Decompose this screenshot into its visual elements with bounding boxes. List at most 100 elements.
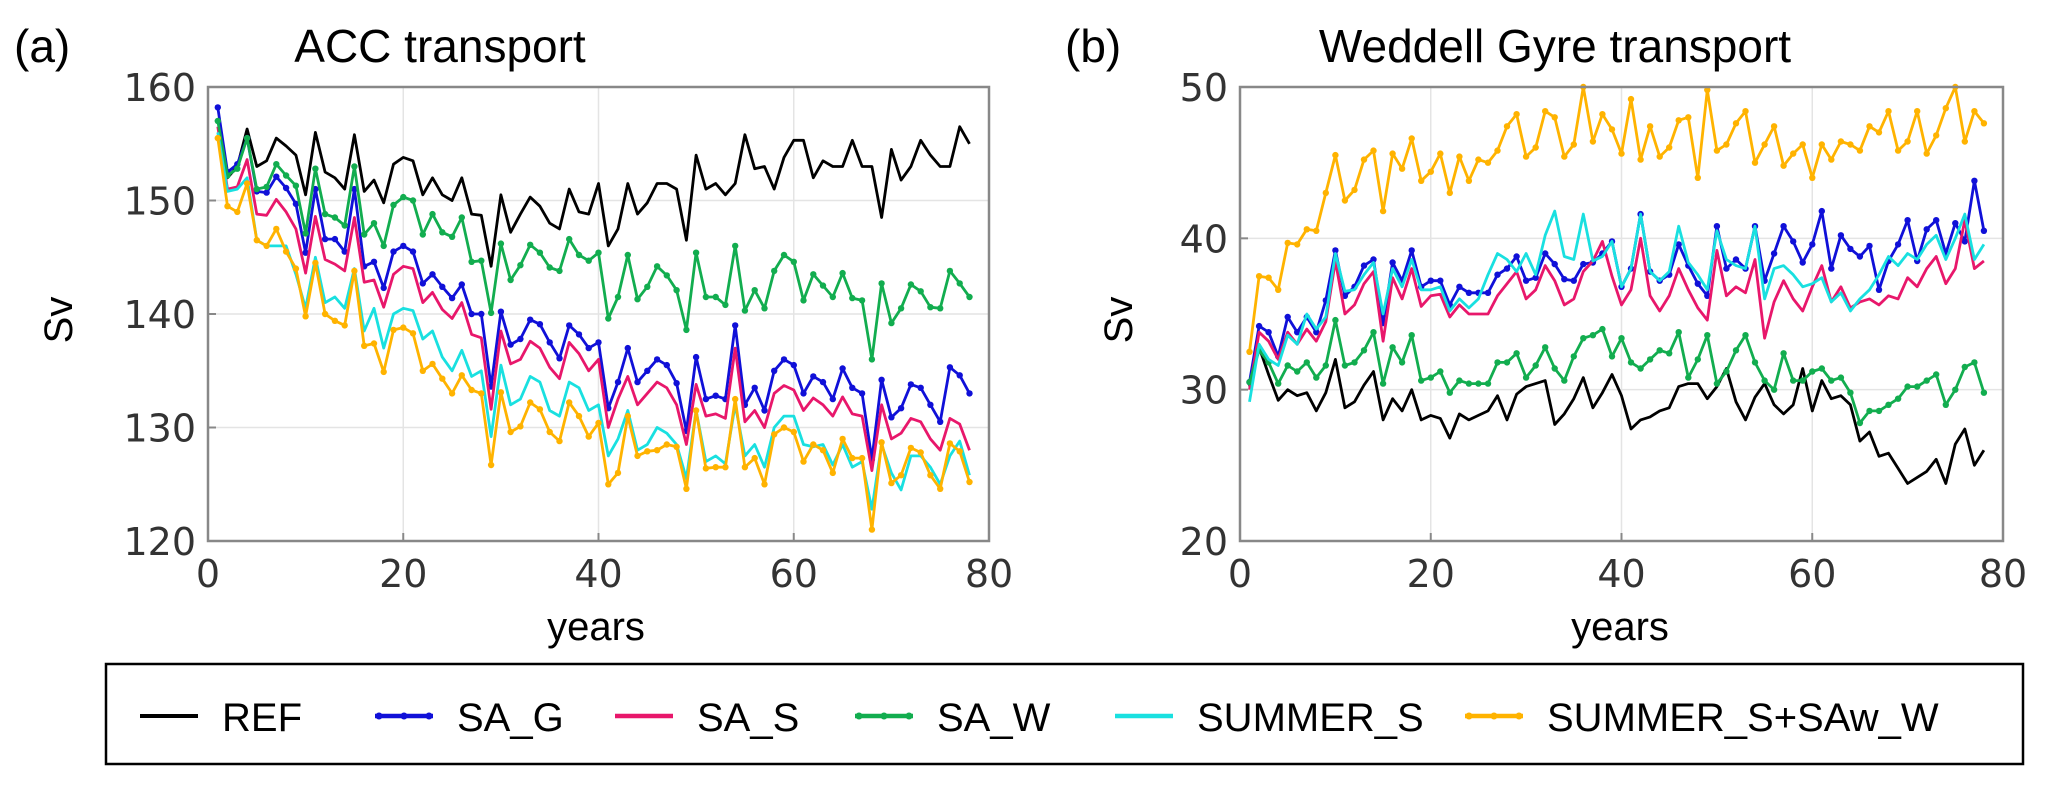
data-point [937,305,944,312]
series-line [216,125,971,268]
data-point [234,165,241,172]
series-ref [1248,345,1986,485]
data-point [1675,241,1682,248]
data-point [400,193,407,201]
data-point [800,390,807,397]
data-point [1418,177,1425,184]
data-point [1723,265,1730,272]
data-point [400,242,407,250]
chart-title-a: ACC transport [294,20,586,72]
data-point [751,384,758,391]
data-point [507,276,514,284]
data-point [624,344,631,352]
data-point [487,309,495,317]
data-point [849,384,856,391]
data-point [644,367,651,374]
data-point [478,390,485,397]
data-point [517,335,524,343]
data-point [907,381,915,388]
data-point [253,185,260,193]
data-point [458,281,465,288]
data-point [507,341,514,348]
data-point [1866,123,1873,130]
data-point [683,485,690,492]
legend-entry-sa-w: SA_W [855,696,1051,740]
legend: REF SA_G SA_S SA_W SUMMER_S SUMMER_S+SAw_W [104,662,2025,766]
data-point [1790,150,1797,157]
data-point [1961,363,1969,371]
data-point [1770,123,1778,130]
data-point [780,356,788,363]
data-point [1751,359,1759,366]
chart-title-b: Weddell Gyre transport [1319,20,1791,72]
x-ticks-a: 0 20 40 60 80 [196,533,1013,596]
data-point [487,461,495,469]
legend-entries: REF SA_G SA_S SA_W SUMMER_S SUMMER_S+SAw_W [140,696,1939,740]
panel-acc-transport: (a) ACC transport 120 130 140 150 160 0 20 40 6… [14,20,1013,649]
x-tick-label: 40 [1597,552,1645,596]
data-point [1513,111,1520,118]
data-point [1847,141,1854,148]
data-point [663,441,670,448]
data-point [790,428,797,436]
data-point [409,197,417,204]
data-point [1532,144,1539,151]
data-point [1360,347,1368,354]
data-point [692,407,700,414]
x-tick-label: 20 [379,552,427,596]
data-point [1770,386,1778,393]
data-point [341,222,348,229]
data-point [214,117,221,125]
data-point [1923,226,1930,233]
data-point [409,248,417,255]
data-point [1894,147,1902,154]
data-point [1608,353,1616,360]
y-tick-label: 40 [1180,217,1228,261]
data-point [556,267,563,275]
data-point [819,447,827,454]
data-point [1713,147,1721,154]
data-point [1971,359,1978,366]
series-summer-s-saw-w [1246,83,1988,355]
data-point [1751,159,1759,166]
legend-label: SA_S [697,696,799,740]
series-line [1248,218,1985,390]
data-point [380,368,387,376]
data-point [1351,359,1358,366]
data-point [614,378,622,386]
data-point [800,297,807,304]
data-point [321,235,329,243]
legend-label: SUMMER_S [1197,696,1424,740]
data-point [1332,316,1339,324]
data-point [1465,289,1473,296]
x-axis-label-b: years [1571,605,1669,649]
data-point [1914,383,1921,390]
data-point [605,481,612,488]
data-point [458,372,465,379]
data-point [946,440,954,447]
data-point [819,282,827,289]
data-point [888,479,895,487]
data-point [595,419,602,427]
data-point [1599,111,1606,118]
data-point [732,322,739,329]
data-point [380,242,387,250]
data-point [1427,277,1435,284]
data-point [1933,132,1940,139]
series-sa-s [216,126,971,473]
data-point [839,365,846,372]
legend-marker [1515,712,1523,720]
series-line [1248,318,1986,425]
data-point [234,208,241,216]
data-point [292,200,300,208]
data-point [702,395,710,403]
data-point [1875,286,1883,293]
series-sa-s [1248,218,1985,390]
data-point [1522,374,1530,381]
data-point [361,342,368,349]
data-point [829,293,836,301]
data-point [1561,377,1568,384]
data-point [1980,227,1988,234]
data-point [653,447,661,454]
